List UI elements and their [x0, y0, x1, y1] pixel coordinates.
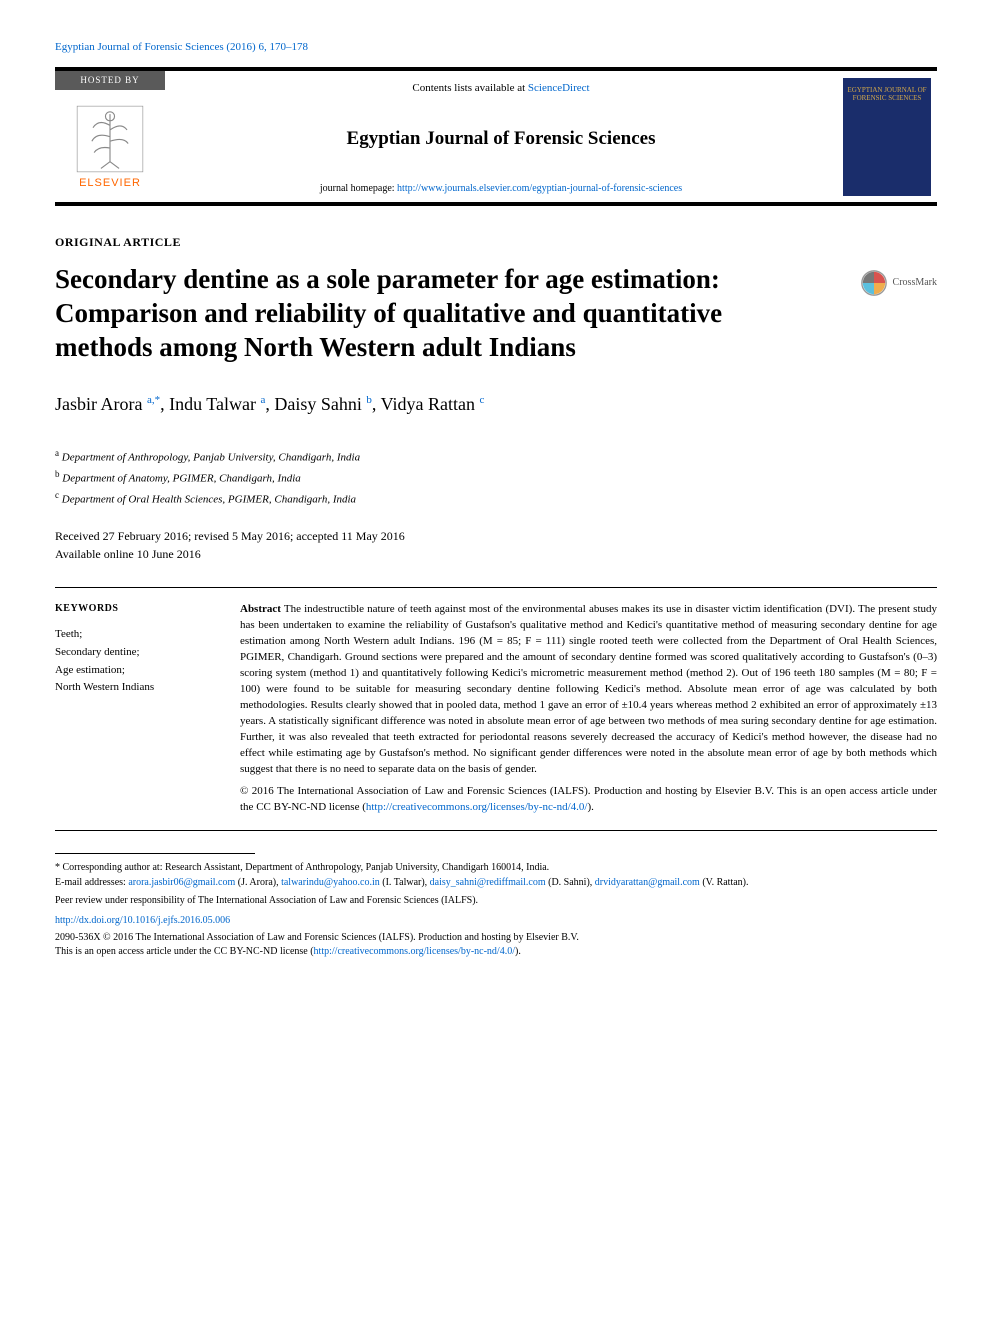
affiliation-b: b Department of Anatomy, PGIMER, Chandig… [55, 467, 937, 488]
author-2: Daisy Sahni b [274, 394, 372, 414]
cover-block: EGYPTIAN JOURNAL OF FORENSIC SCIENCES [837, 71, 937, 202]
homepage-line: journal homepage: http://www.journals.el… [320, 182, 682, 196]
abstract-body: The indestructible nature of teeth again… [240, 603, 937, 774]
title-row: Secondary dentine as a sole parameter fo… [55, 263, 937, 364]
authors-line: Jasbir Arora a,*, Indu Talwar a, Daisy S… [55, 392, 937, 417]
citation-header: Egyptian Journal of Forensic Sciences (2… [55, 40, 937, 55]
email-link[interactable]: talwarindu@yahoo.co.in [281, 877, 380, 888]
bottom-copyright: 2090-536X © 2016 The International Assoc… [55, 931, 937, 959]
homepage-prefix: journal homepage: [320, 183, 397, 194]
crossmark-badge[interactable]: CrossMark [860, 269, 937, 297]
abstract-block: KEYWORDS Teeth; Secondary dentine; Age e… [55, 587, 937, 830]
affiliation-c: c Department of Oral Health Sciences, PG… [55, 488, 937, 509]
page-root: Egyptian Journal of Forensic Sciences (2… [0, 0, 992, 989]
abstract-column: Abstract The indestructible nature of te… [240, 602, 937, 815]
footer-separator [55, 853, 255, 854]
crossmark-icon [860, 269, 888, 297]
article-title: Secondary dentine as a sole parameter fo… [55, 263, 775, 364]
peer-review-note: Peer review under responsibility of The … [55, 894, 937, 908]
corresponding-note: * Corresponding author at: Research Assi… [55, 860, 937, 890]
bottom-copy-line1: 2090-536X © 2016 The International Assoc… [55, 931, 937, 945]
keywords-column: KEYWORDS Teeth; Secondary dentine; Age e… [55, 602, 240, 815]
contents-prefix: Contents lists available at [412, 82, 527, 94]
elsevier-logo: ELSEVIER [55, 90, 165, 202]
affiliations: a Department of Anthropology, Panjab Uni… [55, 446, 937, 510]
abstract-label: Abstract [240, 603, 281, 615]
keyword-item: Teeth; [55, 626, 220, 644]
dates-online: Available online 10 June 2016 [55, 545, 937, 563]
hosted-by-block: HOSTED BY ELSEVIER [55, 71, 165, 202]
elsevier-wordmark: ELSEVIER [79, 176, 141, 191]
author-3: Vidya Rattan c [381, 394, 485, 414]
keyword-item: Secondary dentine; [55, 644, 220, 662]
bottom-copy-line2: This is an open access article under the… [55, 945, 937, 959]
article-dates: Received 27 February 2016; revised 5 May… [55, 527, 937, 563]
email-link[interactable]: arora.jasbir06@gmail.com [128, 877, 235, 888]
license-link[interactable]: http://creativecommons.org/licenses/by-n… [366, 801, 588, 813]
hosted-by-label: HOSTED BY [55, 71, 165, 90]
license-link-bottom[interactable]: http://creativecommons.org/licenses/by-n… [314, 946, 515, 957]
keyword-item: North Western Indians [55, 679, 220, 697]
cover-title: EGYPTIAN JOURNAL OF FORENSIC SCIENCES [847, 86, 927, 103]
journal-banner: HOSTED BY ELSEVIER Contents lists availa… [55, 71, 937, 206]
email-link[interactable]: daisy_sahni@rediffmail.com [430, 877, 546, 888]
corresponding-text: * Corresponding author at: Research Assi… [55, 860, 937, 875]
journal-cover-thumbnail: EGYPTIAN JOURNAL OF FORENSIC SCIENCES [843, 78, 931, 196]
doi-link[interactable]: http://dx.doi.org/10.1016/j.ejfs.2016.05… [55, 915, 230, 926]
author-1: Indu Talwar a [169, 394, 265, 414]
doi-line: http://dx.doi.org/10.1016/j.ejfs.2016.05… [55, 914, 937, 928]
journal-name: Egyptian Journal of Forensic Sciences [347, 126, 656, 153]
elsevier-tree-icon [75, 104, 145, 174]
sciencedirect-link[interactable]: ScienceDirect [528, 82, 590, 94]
homepage-link[interactable]: http://www.journals.elsevier.com/egyptia… [397, 183, 682, 194]
email-line: E-mail addresses: arora.jasbir06@gmail.c… [55, 875, 937, 890]
abstract-copyright: © 2016 The International Association of … [240, 784, 937, 816]
affiliation-a: a Department of Anthropology, Panjab Uni… [55, 446, 937, 467]
keywords-heading: KEYWORDS [55, 602, 220, 616]
banner-center: Contents lists available at ScienceDirec… [165, 71, 837, 202]
crossmark-label: CrossMark [893, 276, 937, 290]
keywords-list: Teeth; Secondary dentine; Age estimation… [55, 626, 220, 696]
contents-line: Contents lists available at ScienceDirec… [412, 81, 589, 96]
keyword-item: Age estimation; [55, 662, 220, 680]
author-0: Jasbir Arora a,* [55, 394, 160, 414]
article-type: ORIGINAL ARTICLE [55, 234, 937, 251]
email-link[interactable]: drvidyarattan@gmail.com [595, 877, 700, 888]
dates-received: Received 27 February 2016; revised 5 May… [55, 527, 937, 545]
